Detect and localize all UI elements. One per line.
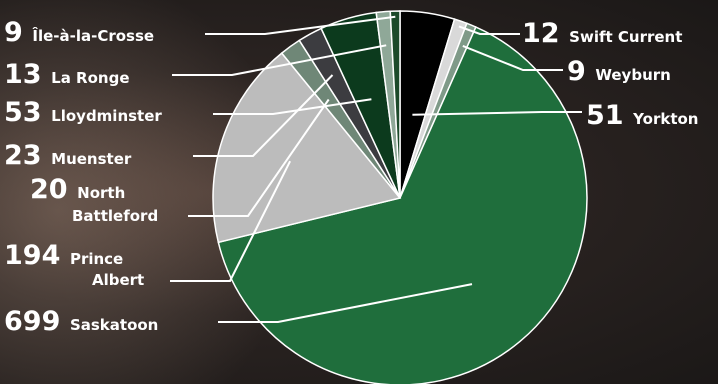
svg-text:699 Saskatoon: 699 Saskatoon	[4, 306, 158, 337]
svg-text:194 Prince: 194 Prince	[4, 240, 123, 271]
label-value: 53	[4, 97, 42, 128]
label-north-battleford: 20 North Battleford	[30, 174, 158, 225]
slice-saskatoon	[217, 26, 588, 384]
label-value: 194	[4, 240, 60, 271]
label-value: 12	[522, 18, 560, 49]
label-name-line2: Albert	[92, 271, 144, 289]
label-value: 13	[4, 59, 42, 90]
label-name: North	[77, 184, 125, 202]
label-saskatoon: 699 Saskatoon	[4, 306, 158, 337]
label-name-line2: Battleford	[72, 207, 158, 225]
label-name: Saskatoon	[70, 316, 158, 334]
label-name: La Ronge	[51, 69, 129, 87]
pie-slices	[212, 10, 588, 384]
slice-prince-albert	[212, 52, 402, 244]
label-weyburn: 9 Weyburn	[567, 56, 671, 87]
label-name: Île-à-la-Crosse	[32, 26, 154, 45]
leader-line-north-battleford	[188, 98, 330, 217]
label-lloydminster: 53 Lloydminster	[4, 97, 162, 128]
svg-text:12 Swift Current: 12 Swift Current	[522, 18, 682, 49]
label-value: 9	[567, 56, 586, 87]
leader-line-swift-current	[458, 25, 520, 35]
leader-line--le-la-crosse	[205, 15, 396, 35]
leader-line-prince-albert	[170, 160, 291, 282]
leader-lines	[170, 15, 582, 323]
svg-text:13 La Ronge: 13 La Ronge	[4, 59, 130, 90]
svg-text:9 Île-à-la-Crosse: 9 Île-à-la-Crosse	[4, 17, 154, 48]
svg-text:9 Weyburn: 9 Weyburn	[567, 56, 671, 87]
label-la-ronge: 13 La Ronge	[4, 59, 130, 90]
label-value: 51	[586, 100, 624, 131]
leader-line-la-ronge	[172, 44, 387, 76]
leader-line-saskatoon	[218, 283, 473, 323]
label-name: Lloydminster	[51, 107, 162, 125]
label-muenster: 23 Muenster	[4, 140, 132, 171]
label-name: Prince	[70, 250, 123, 268]
label-value: 23	[4, 140, 42, 171]
svg-text:51 Yorkton: 51 Yorkton	[586, 100, 698, 131]
label-name: Yorkton	[632, 110, 698, 128]
label-yorkton: 51 Yorkton	[586, 100, 698, 131]
slice--le-la-crosse	[389, 10, 401, 199]
label-value: 9	[4, 17, 23, 48]
leader-line-lloydminster	[213, 98, 372, 115]
label-swift-current: 12 Swift Current	[522, 18, 682, 49]
svg-text:20 North: 20 North	[30, 174, 125, 205]
svg-text:53 Lloydminster: 53 Lloydminster	[4, 97, 162, 128]
svg-text:23 Muenster: 23 Muenster	[4, 140, 132, 171]
leader-line-yorkton	[412, 111, 582, 116]
label-value: 20	[30, 174, 68, 205]
label-name: Swift Current	[569, 28, 682, 46]
leader-line-weyburn	[462, 44, 563, 71]
label-name: Muenster	[51, 150, 132, 168]
label-value: 699	[4, 306, 60, 337]
label-prince-albert: 194 Prince Albert	[4, 240, 144, 289]
label-ile-a-la-crosse: 9 Île-à-la-Crosse	[4, 17, 154, 48]
label-name: Weyburn	[595, 66, 670, 84]
leader-line-muenster	[193, 74, 334, 157]
